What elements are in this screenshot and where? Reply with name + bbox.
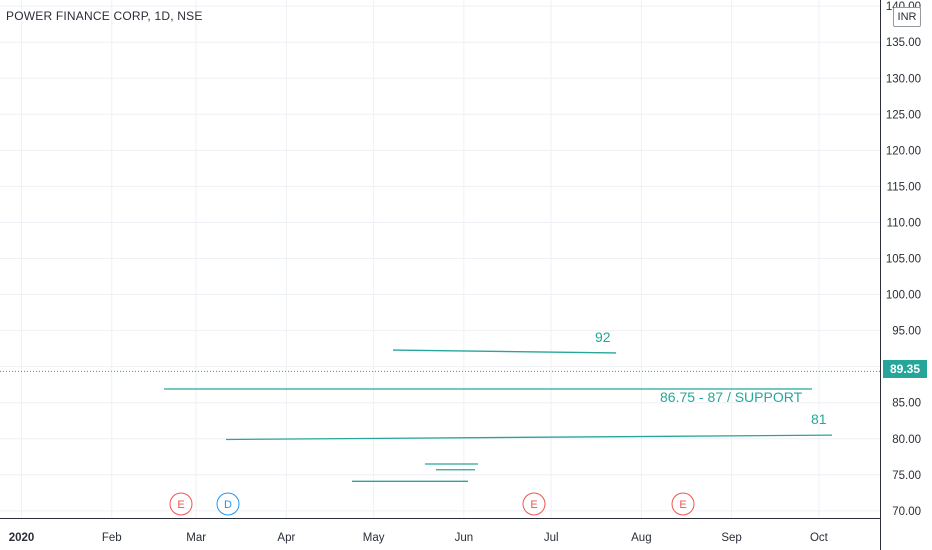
level-label: 92 (595, 329, 611, 345)
y-tick-label: 80.00 (892, 434, 921, 446)
x-tick-label: May (363, 532, 385, 544)
event-circle (216, 492, 240, 516)
y-tick-label: 110.00 (887, 217, 921, 229)
dividend-event-marker[interactable]: D (216, 492, 240, 516)
x-tick-label: Jul (544, 532, 559, 544)
x-tick-label: Sep (721, 532, 741, 544)
y-tick-label: 85.00 (892, 398, 921, 410)
y-tick-label: 115.00 (887, 181, 921, 193)
level-line[interactable] (392, 349, 617, 354)
y-tick-label: 75.00 (892, 470, 921, 482)
support-resistance-lines: 92 86.75 - 87 / SUPPORT 81 (164, 329, 833, 482)
event-circle (169, 492, 193, 516)
earnings-event-marker[interactable]: E (671, 492, 695, 516)
y-tick-label: 125.00 (886, 109, 921, 121)
y-tick-label: 70.00 (892, 506, 921, 518)
y-tick-label: 100.00 (886, 290, 921, 302)
currency-button[interactable]: INR (893, 7, 921, 27)
x-tick-label: 2020 (9, 532, 35, 544)
level-label: 86.75 - 87 / SUPPORT (660, 389, 803, 405)
y-tick-label: 120.00 (886, 145, 921, 157)
x-tick-label: Feb (102, 532, 122, 544)
x-tick-label: Mar (186, 532, 206, 544)
x-tick-label: Aug (631, 532, 651, 544)
earnings-event-marker[interactable]: E (522, 492, 546, 516)
y-tick-label: 105.00 (886, 254, 921, 266)
chart-grid (0, 0, 880, 518)
level-line[interactable] (225, 434, 833, 441)
last-price-badge: 89.35 (883, 360, 927, 378)
y-tick-label: 135.00 (886, 37, 921, 49)
symbol-title: POWER FINANCE CORP, 1D, NSE (6, 9, 203, 23)
event-label: E (530, 499, 537, 511)
event-circle (522, 492, 546, 516)
x-tick-label: Apr (277, 532, 295, 544)
event-label: E (679, 499, 686, 511)
y-tick-label: 95.00 (892, 326, 921, 338)
earnings-event-marker[interactable]: E (169, 492, 193, 516)
event-circle (671, 492, 695, 516)
x-tick-label: Jun (455, 532, 474, 544)
level-label: 81 (811, 411, 827, 427)
y-tick-label: 130.00 (886, 73, 921, 85)
event-label: D (224, 499, 232, 511)
x-tick-label: Oct (810, 532, 829, 544)
event-label: E (177, 499, 184, 511)
